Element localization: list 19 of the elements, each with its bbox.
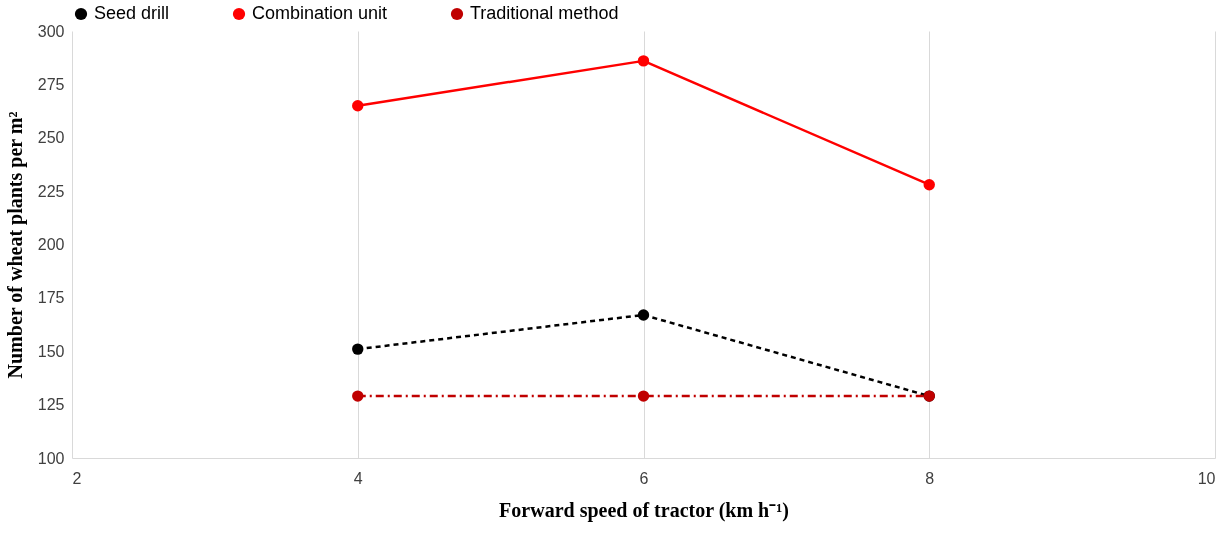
y-tick-label: 250 — [37, 129, 65, 147]
y-tick-label: 200 — [37, 236, 65, 253]
y-tick-label: 125 — [37, 396, 65, 414]
x-tick-label: 10 — [1197, 469, 1216, 487]
y-tick-label: 100 — [37, 449, 65, 467]
legend-label: Combination unit — [252, 3, 388, 23]
y-tick-label: 225 — [37, 182, 65, 200]
y-tick-label: 150 — [37, 342, 65, 360]
x-axis-title: Forward speed of tractor (km h⁻¹) — [499, 498, 789, 522]
y-tick-label: 300 — [37, 22, 65, 40]
y-axis-title: Number of wheat plants per m² — [3, 111, 27, 379]
x-tick-label: 2 — [72, 469, 82, 487]
x-tick-label: 8 — [925, 469, 935, 487]
y-tick-label: 175 — [37, 289, 65, 307]
y-tick-label: 275 — [37, 75, 65, 93]
legend-label: Seed drill — [94, 3, 170, 23]
legend-label: Traditional method — [470, 3, 619, 23]
x-tick-label: 6 — [639, 469, 649, 487]
x-tick-label: 4 — [353, 469, 363, 487]
